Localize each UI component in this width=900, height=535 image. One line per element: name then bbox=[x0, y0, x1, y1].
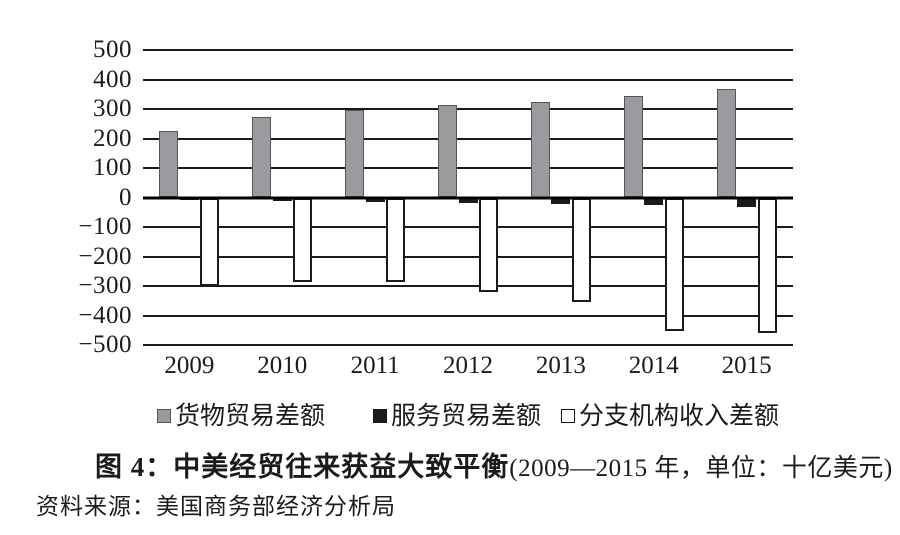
y-tick-label: 400 bbox=[93, 65, 132, 93]
gridline bbox=[143, 78, 793, 81]
gridline bbox=[143, 285, 793, 287]
bar-services-2014 bbox=[644, 197, 664, 206]
zero-axis-line bbox=[143, 196, 793, 199]
x-axis: 2009 2010 2011 2012 2013 2014 2015 bbox=[143, 351, 793, 385]
x-tick-label-2012: 2012 bbox=[443, 352, 493, 379]
x-tick-label-2009: 2009 bbox=[164, 352, 215, 379]
gridline bbox=[143, 255, 793, 258]
bar-goods-2009 bbox=[159, 130, 179, 198]
legend-item-branch: 分支机构收入差额 bbox=[561, 404, 779, 429]
legend-item-services: 服务贸易差额 bbox=[372, 402, 541, 430]
x-tick-label-2013: 2013 bbox=[535, 352, 586, 379]
bar-goods-2014 bbox=[623, 95, 643, 198]
x-tick-label-2010: 2010 bbox=[257, 352, 308, 379]
legend-label-goods: 货物贸易差额 bbox=[174, 402, 325, 430]
y-tick-label: 100 bbox=[93, 154, 132, 181]
y-tick-label: 500 bbox=[93, 36, 132, 63]
gridline bbox=[143, 108, 793, 110]
bar-goods-2015 bbox=[716, 89, 736, 198]
gridline bbox=[143, 314, 793, 317]
bar-branch-2014 bbox=[664, 197, 684, 331]
x-tick-label-2011: 2011 bbox=[350, 352, 400, 379]
bar-goods-2010 bbox=[252, 116, 272, 198]
bar-branch-2015 bbox=[757, 197, 777, 333]
y-tick-label: −500 bbox=[78, 331, 132, 358]
figure-caption-title: 图 4：中美经贸往来获益大致平衡 bbox=[95, 452, 510, 482]
bar-goods-2011 bbox=[345, 110, 365, 198]
y-axis: 500 400 300 200 100 0 −100 −200 −300 −400 −500 bbox=[0, 37, 132, 357]
y-tick-label: −300 bbox=[78, 272, 132, 299]
bar-services-2015 bbox=[737, 197, 757, 208]
bar-goods-2012 bbox=[438, 104, 457, 198]
bar-branch-2011 bbox=[386, 197, 406, 283]
y-tick-label: −400 bbox=[78, 301, 132, 329]
bar-branch-2012 bbox=[479, 197, 498, 292]
bar-branch-2010 bbox=[293, 197, 313, 282]
legend-item-goods: 货物贸易差额 bbox=[156, 402, 325, 430]
plot-area bbox=[143, 49, 793, 346]
legend-label-branch: 分支机构收入差额 bbox=[579, 402, 780, 430]
gridline bbox=[143, 344, 793, 346]
chart-legend: 货物贸易差额 服务贸易差额 分支机构收入差额 bbox=[143, 399, 793, 433]
bar-goods-2013 bbox=[530, 101, 550, 198]
legend-swatch-goods-icon bbox=[156, 409, 171, 423]
bar-services-2011 bbox=[365, 197, 385, 202]
x-tick-label-2014: 2014 bbox=[628, 352, 679, 379]
bar-branch-2013 bbox=[571, 197, 591, 302]
legend-label-services: 服务贸易差额 bbox=[390, 402, 541, 430]
figure-caption-note: (2009—2015 年，单位：十亿美元) bbox=[509, 455, 893, 482]
y-tick-label: 300 bbox=[93, 95, 132, 122]
gridline bbox=[143, 49, 793, 51]
figure-caption: 图 4：中美经贸往来获益大致平衡(2009—2015 年，单位：十亿美元) bbox=[95, 451, 893, 484]
y-tick-label: −200 bbox=[78, 242, 132, 270]
legend-swatch-services-icon bbox=[372, 409, 387, 423]
gridline bbox=[143, 167, 793, 169]
y-tick-label: 200 bbox=[93, 124, 132, 152]
bar-services-2013 bbox=[551, 197, 571, 204]
y-tick-label: 0 bbox=[119, 183, 132, 211]
gridline bbox=[143, 137, 793, 140]
source-note: 资料来源：美国商务部经济分析局 bbox=[36, 494, 396, 519]
gridline bbox=[143, 226, 793, 228]
bar-services-2010 bbox=[272, 197, 292, 201]
bar-branch-2009 bbox=[200, 197, 220, 286]
x-tick-label-2015: 2015 bbox=[721, 352, 772, 379]
legend-swatch-branch-icon bbox=[561, 409, 575, 423]
y-tick-label: −100 bbox=[78, 213, 132, 240]
bar-services-2012 bbox=[458, 197, 478, 204]
